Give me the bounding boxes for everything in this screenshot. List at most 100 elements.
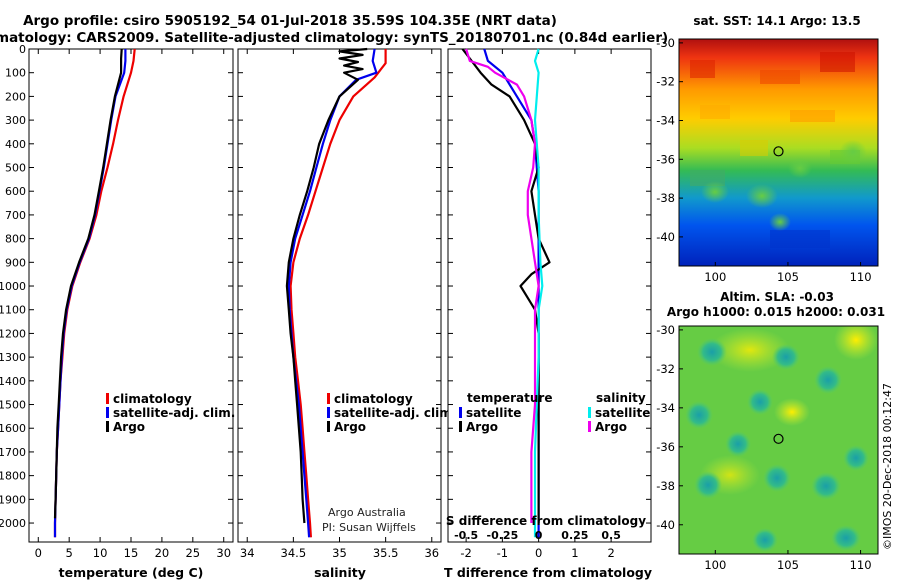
x-tick-label: 35.5 [373, 546, 399, 560]
y-tick-label: 800 [5, 233, 26, 246]
map-y-tick-label: -30 [656, 323, 675, 337]
y-tick-label: 1400 [0, 375, 26, 388]
series-line-s-satellite [533, 48, 544, 538]
x2-tick-label: 0.25 [561, 529, 588, 542]
title-line-1: Argo profile: csiro 5905192_54 01-Jul-20… [23, 13, 557, 29]
x-tick-label: 10 [93, 546, 108, 560]
x-tick-label: 0 [535, 546, 542, 560]
x-tick-label: 0 [35, 546, 42, 560]
x-tick-label: 36 [424, 546, 439, 560]
difference-legend: temperature salinity satellite Argo sate… [459, 391, 650, 434]
x-tick-label: -2 [460, 546, 471, 560]
sst-map: sat. SST: 14.1 Argo: 13.5 100 105 110 -30- [656, 14, 879, 284]
temperature-xlabel: temperature (deg C) [59, 565, 204, 580]
map-y-tick-label: -34 [656, 113, 675, 127]
credit-line-2: PI: Susan Wijffels [322, 521, 416, 534]
x-tick-label: 5 [66, 546, 73, 560]
legend-title-temperature: temperature [467, 391, 552, 405]
difference-panel: -2 -1 0 1 2 T difference from climatology S … [444, 48, 652, 580]
map-x-tick-label: 105 [777, 558, 799, 572]
y-tick-label: 1300 [0, 351, 26, 364]
legend-argo: Argo [334, 420, 366, 434]
legend-s-satellite: satellite [595, 406, 650, 420]
series-line-s-argo [465, 48, 540, 523]
series-line-argo [53, 48, 123, 519]
legend-satellite: satellite-adj. clim. [334, 406, 456, 420]
x2-tick-label: -0.5 [454, 529, 478, 542]
y-tick-label: 1000 [0, 280, 26, 293]
x2-tick-label: 0.5 [601, 529, 621, 542]
x2-tick-label: -0.25 [487, 529, 519, 542]
s-diff-xlabel: S difference from climatology [446, 514, 646, 528]
y-tick-label: 0 [19, 43, 26, 56]
legend-t-satellite: satellite [466, 406, 521, 420]
y-tick-label: 2000 [0, 517, 26, 530]
legend-title-salinity: salinity [596, 391, 646, 405]
y-tick-label: 1200 [0, 327, 26, 340]
map-y-tick-label: -32 [656, 362, 675, 376]
sst-texture [690, 52, 860, 248]
map-x-tick-label: 105 [777, 270, 799, 284]
x-tick-label: -1 [497, 546, 508, 560]
x-tick-label: 30 [216, 546, 231, 560]
legend-climatology: climatology [113, 392, 192, 406]
map-y-tick-label: -38 [656, 191, 675, 205]
x2-tick-label: 0 [535, 529, 543, 542]
sla-map-title: Altim. SLA: -0.03 [720, 290, 834, 304]
x-tick-label: 15 [124, 546, 139, 560]
y-tick-label: 600 [5, 185, 26, 198]
sla-profile-marker [773, 433, 784, 444]
y-tick-label: 900 [5, 256, 26, 269]
y-tick-label: 1900 [0, 493, 26, 506]
legend-s-argo: Argo [595, 420, 627, 434]
legend-satellite: satellite-adj. clim. [113, 406, 235, 420]
x-tick-label: 2 [607, 546, 614, 560]
sst-profile-marker [773, 146, 784, 157]
y-tick-label: 1700 [0, 446, 26, 459]
sst-map-title: sat. SST: 14.1 Argo: 13.5 [693, 14, 860, 28]
y-tick-label: 300 [5, 114, 26, 127]
map-x-tick-label: 110 [850, 558, 872, 572]
y-tick-label: 100 [5, 67, 26, 80]
sla-map: Altim. SLA: -0.03 Argo h1000: 0.015 h200… [656, 290, 885, 572]
y-tick-label: 200 [5, 90, 26, 103]
legend-t-argo: Argo [466, 420, 498, 434]
y-tick-label: 1600 [0, 422, 26, 435]
x-tick-label: 25 [185, 546, 200, 560]
title-line-2: Climatology: CARS2009. Satellite-adjuste… [0, 30, 668, 46]
series-line-argo [285, 47, 368, 524]
map-y-tick-label: -30 [656, 36, 675, 50]
temperature-legend: climatology satellite-adj. clim. Argo [106, 392, 235, 434]
x-tick-label: 35 [332, 546, 347, 560]
map-y-tick-label: -32 [656, 75, 675, 89]
y-tick-label: 700 [5, 209, 26, 222]
map-y-tick-label: -36 [656, 440, 675, 454]
salinity-panel: 34 34.5 35 35.5 36 salinity climatology sate… [237, 47, 456, 580]
series-line-climatology [289, 49, 387, 538]
map-y-tick-label: -36 [656, 152, 675, 166]
y-tick-label: 1100 [0, 304, 26, 317]
map-x-tick-label: 100 [704, 558, 726, 572]
x-tick-label: 20 [155, 546, 170, 560]
map-x-tick-label: 110 [850, 270, 872, 284]
map-y-tick-label: -40 [656, 518, 675, 532]
salinity-xlabel: salinity [314, 565, 366, 580]
x-tick-label: 34.5 [281, 546, 307, 560]
map-y-tick-label: -40 [656, 230, 675, 244]
map-y-tick-label: -34 [656, 401, 675, 415]
y-tick-label: 400 [5, 138, 26, 151]
sla-map-subtitle: Argo h1000: 0.015 h2000: 0.031 [667, 305, 885, 319]
x-tick-label: 1 [571, 546, 578, 560]
legend-argo: Argo [113, 420, 145, 434]
x-tick-label: 34 [240, 546, 255, 560]
t-diff-xlabel: T difference from climatology [444, 565, 652, 580]
y-tick-label: 1500 [0, 399, 26, 412]
y-tick-label: 500 [5, 162, 26, 175]
legend-climatology: climatology [334, 392, 413, 406]
temperature-panel: 0100200300400500600700800900100011001200… [0, 43, 235, 580]
imos-watermark: ©IMOS 20-Dec-2018 00:12:47 [881, 383, 894, 550]
salinity-legend: climatology satellite-adj. clim. Argo [327, 392, 456, 434]
map-y-tick-label: -38 [656, 479, 675, 493]
credit-line-1: Argo Australia [328, 506, 406, 519]
